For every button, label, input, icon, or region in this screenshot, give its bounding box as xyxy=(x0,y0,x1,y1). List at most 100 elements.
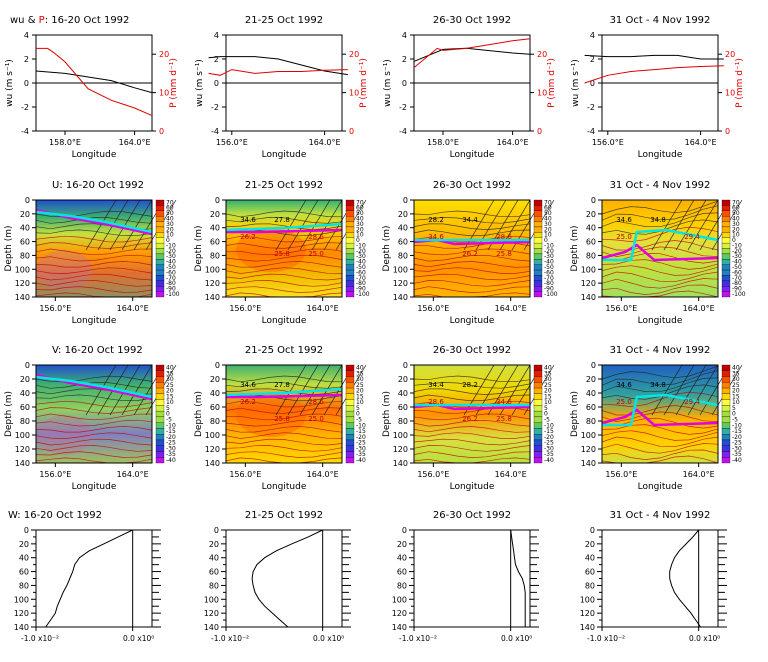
colorbar-tick-label: -15 xyxy=(356,428,366,435)
y-tick-label: -4 xyxy=(21,127,29,136)
colorbar-tick-label: 40 xyxy=(166,365,174,372)
colorbar-tick-label: -20 xyxy=(166,248,176,255)
series-wu-line xyxy=(35,70,153,94)
colorbar-swatch xyxy=(155,232,165,238)
x-tick-label: 164.0°E xyxy=(495,470,527,479)
colorbar-tick-label: -15 xyxy=(166,428,176,435)
isotherm-contour xyxy=(413,267,531,274)
colorbar-swatch xyxy=(345,210,355,217)
x-tick-label: 0.0 x10⁰ xyxy=(123,634,154,643)
colorbar-tick-label: 10 xyxy=(356,399,364,406)
y-tick-label: 120 xyxy=(15,445,30,454)
plot-frame xyxy=(225,364,343,464)
y-tick-label: 60 xyxy=(20,403,30,412)
colorbar-swatch xyxy=(721,275,731,281)
colorbar-swatch xyxy=(155,210,165,217)
wu-p-panel-3: 26-30 Oct 1992 -4 -2 0 2 4 0 10 20 158.0°E 164.0°E… xyxy=(383,15,557,160)
colorbar-tick-label: 70 xyxy=(732,199,740,206)
y-tick-label: 140 xyxy=(15,459,30,468)
colorbar-swatch xyxy=(345,410,355,418)
plot-frame xyxy=(225,529,343,628)
contour-label: 34.6 xyxy=(616,216,632,224)
colorbar-swatch xyxy=(533,457,543,464)
isothermal-layer-line xyxy=(35,210,153,234)
y-axis-label: wu (m s⁻¹) xyxy=(383,59,393,107)
diagonal-contour xyxy=(463,364,495,416)
colorbar-tick-label: 60 xyxy=(732,205,740,212)
colorbar-swatch xyxy=(345,457,355,464)
colorbar-swatch xyxy=(533,221,543,228)
y2-tick-label: 0 xyxy=(159,127,164,136)
v-panel-2: 21-25 Oct 1992 34.6 27.8 28.6 26.2 25.8 25.0 0 2… xyxy=(194,345,367,492)
y-tick-label: 0 xyxy=(24,79,29,88)
v-panel-1: V: 16-20 Oct 1992020406080100120140Depth… xyxy=(4,345,177,492)
colorbar-tick-label: 40 xyxy=(356,215,364,222)
x-tick-label: 164.0°E xyxy=(307,470,339,479)
y-tick-label: 100 xyxy=(581,431,596,440)
y-tick-label: 140 xyxy=(580,623,595,632)
y-tick-label: 140 xyxy=(204,623,219,632)
y-tick-label: 40 xyxy=(586,224,596,233)
plot-frame xyxy=(413,364,531,464)
colorbar-tick-label: 0 xyxy=(166,237,170,244)
colorbar-swatch xyxy=(533,451,543,458)
colorbar-swatch xyxy=(155,275,165,281)
colorbar-tick-label: 20 xyxy=(732,226,740,233)
y2-tick-label: 20 xyxy=(159,50,169,59)
x-tick-label: 0.0 x10⁰ xyxy=(689,634,720,643)
y2-tick-label: 20 xyxy=(537,50,547,59)
y-axis-label: Depth (m) xyxy=(194,225,204,271)
colorbar-swatch xyxy=(345,199,355,206)
colorbar-swatch xyxy=(533,269,543,276)
colorbar-swatch xyxy=(155,205,165,211)
isotherm-contour xyxy=(35,451,153,458)
colorbar-swatch xyxy=(721,237,731,244)
y-tick-label: 4 xyxy=(590,31,595,40)
y-tick-label: 0 xyxy=(591,196,596,205)
y-tick-label: 40 xyxy=(397,554,407,563)
x-tick-label: 164.0°E xyxy=(685,138,717,147)
colorbar-tick-label: -25 xyxy=(544,440,554,447)
panel-title: 21-25 Oct 1992 xyxy=(245,345,323,356)
y-tick-label: 0 xyxy=(402,526,407,535)
colorbar-tick-label: 0 xyxy=(356,237,360,244)
colorbar-tick-label: 20 xyxy=(544,226,552,233)
contour-label: 25.8 xyxy=(496,250,512,258)
isotherm-contour xyxy=(413,419,531,427)
isotherm-contour xyxy=(35,217,153,224)
colorbar-swatch xyxy=(345,434,355,441)
colorbar-swatch xyxy=(345,376,355,383)
colorbar-tick-label: -35 xyxy=(166,451,176,458)
contour-label: 28.2 xyxy=(428,216,444,224)
mixed-layer-depth-line xyxy=(601,408,719,427)
x-axis-label: Longitude xyxy=(638,316,683,326)
y-tick-label: 80 xyxy=(398,417,408,426)
colorbar-swatch xyxy=(721,393,731,400)
y-tick-label: 0 xyxy=(591,361,596,370)
colorbar-swatch xyxy=(345,291,355,298)
colorbar-swatch xyxy=(345,451,355,458)
colorbar-tick-label: 30 xyxy=(166,221,174,228)
y-tick-label: 100 xyxy=(15,265,30,274)
wu-p-panel-4: 31 Oct - 4 Nov 1992 -4 -2 0 2 4 0 10 20 156.0°E 16… xyxy=(571,15,745,160)
isotherm-contour xyxy=(35,445,153,452)
colorbar-swatch xyxy=(155,264,165,271)
mixed-layer-depth-line xyxy=(226,228,343,234)
colorbar-tick-label: -40 xyxy=(732,259,742,266)
colorbar-swatch xyxy=(533,393,543,400)
y-tick-label: -4 xyxy=(587,127,595,136)
colorbar-swatch xyxy=(721,428,731,435)
isotherm-contour xyxy=(413,223,531,230)
isotherm-contour xyxy=(225,438,343,446)
y-tick-label: 0 xyxy=(402,79,407,88)
colorbar-swatch xyxy=(721,248,731,255)
colorbar-tick-label: -5 xyxy=(732,416,738,423)
y-tick-label: 40 xyxy=(210,389,220,398)
colorbar-swatch xyxy=(345,269,355,276)
contour-label: 26.2 xyxy=(240,398,256,406)
x-tick-label: 164.0°E xyxy=(683,470,715,479)
colorbar-tick-label: -50 xyxy=(544,264,554,271)
contour-label: 28.6 xyxy=(496,233,512,241)
colorbar-tick-label: 15 xyxy=(732,393,740,400)
colorbar-tick-label: 30 xyxy=(356,221,364,228)
